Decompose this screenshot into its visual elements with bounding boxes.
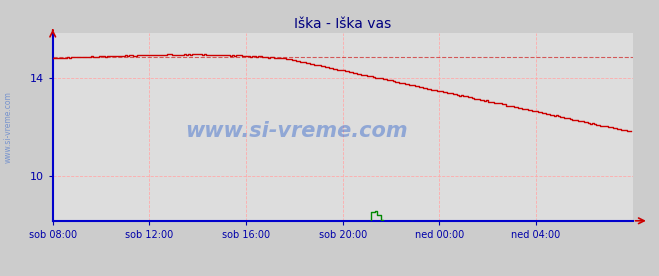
Title: Iška - Iška vas: Iška - Iška vas: [294, 17, 391, 31]
Text: www.si-vreme.com: www.si-vreme.com: [185, 121, 408, 141]
Text: www.si-vreme.com: www.si-vreme.com: [3, 91, 13, 163]
